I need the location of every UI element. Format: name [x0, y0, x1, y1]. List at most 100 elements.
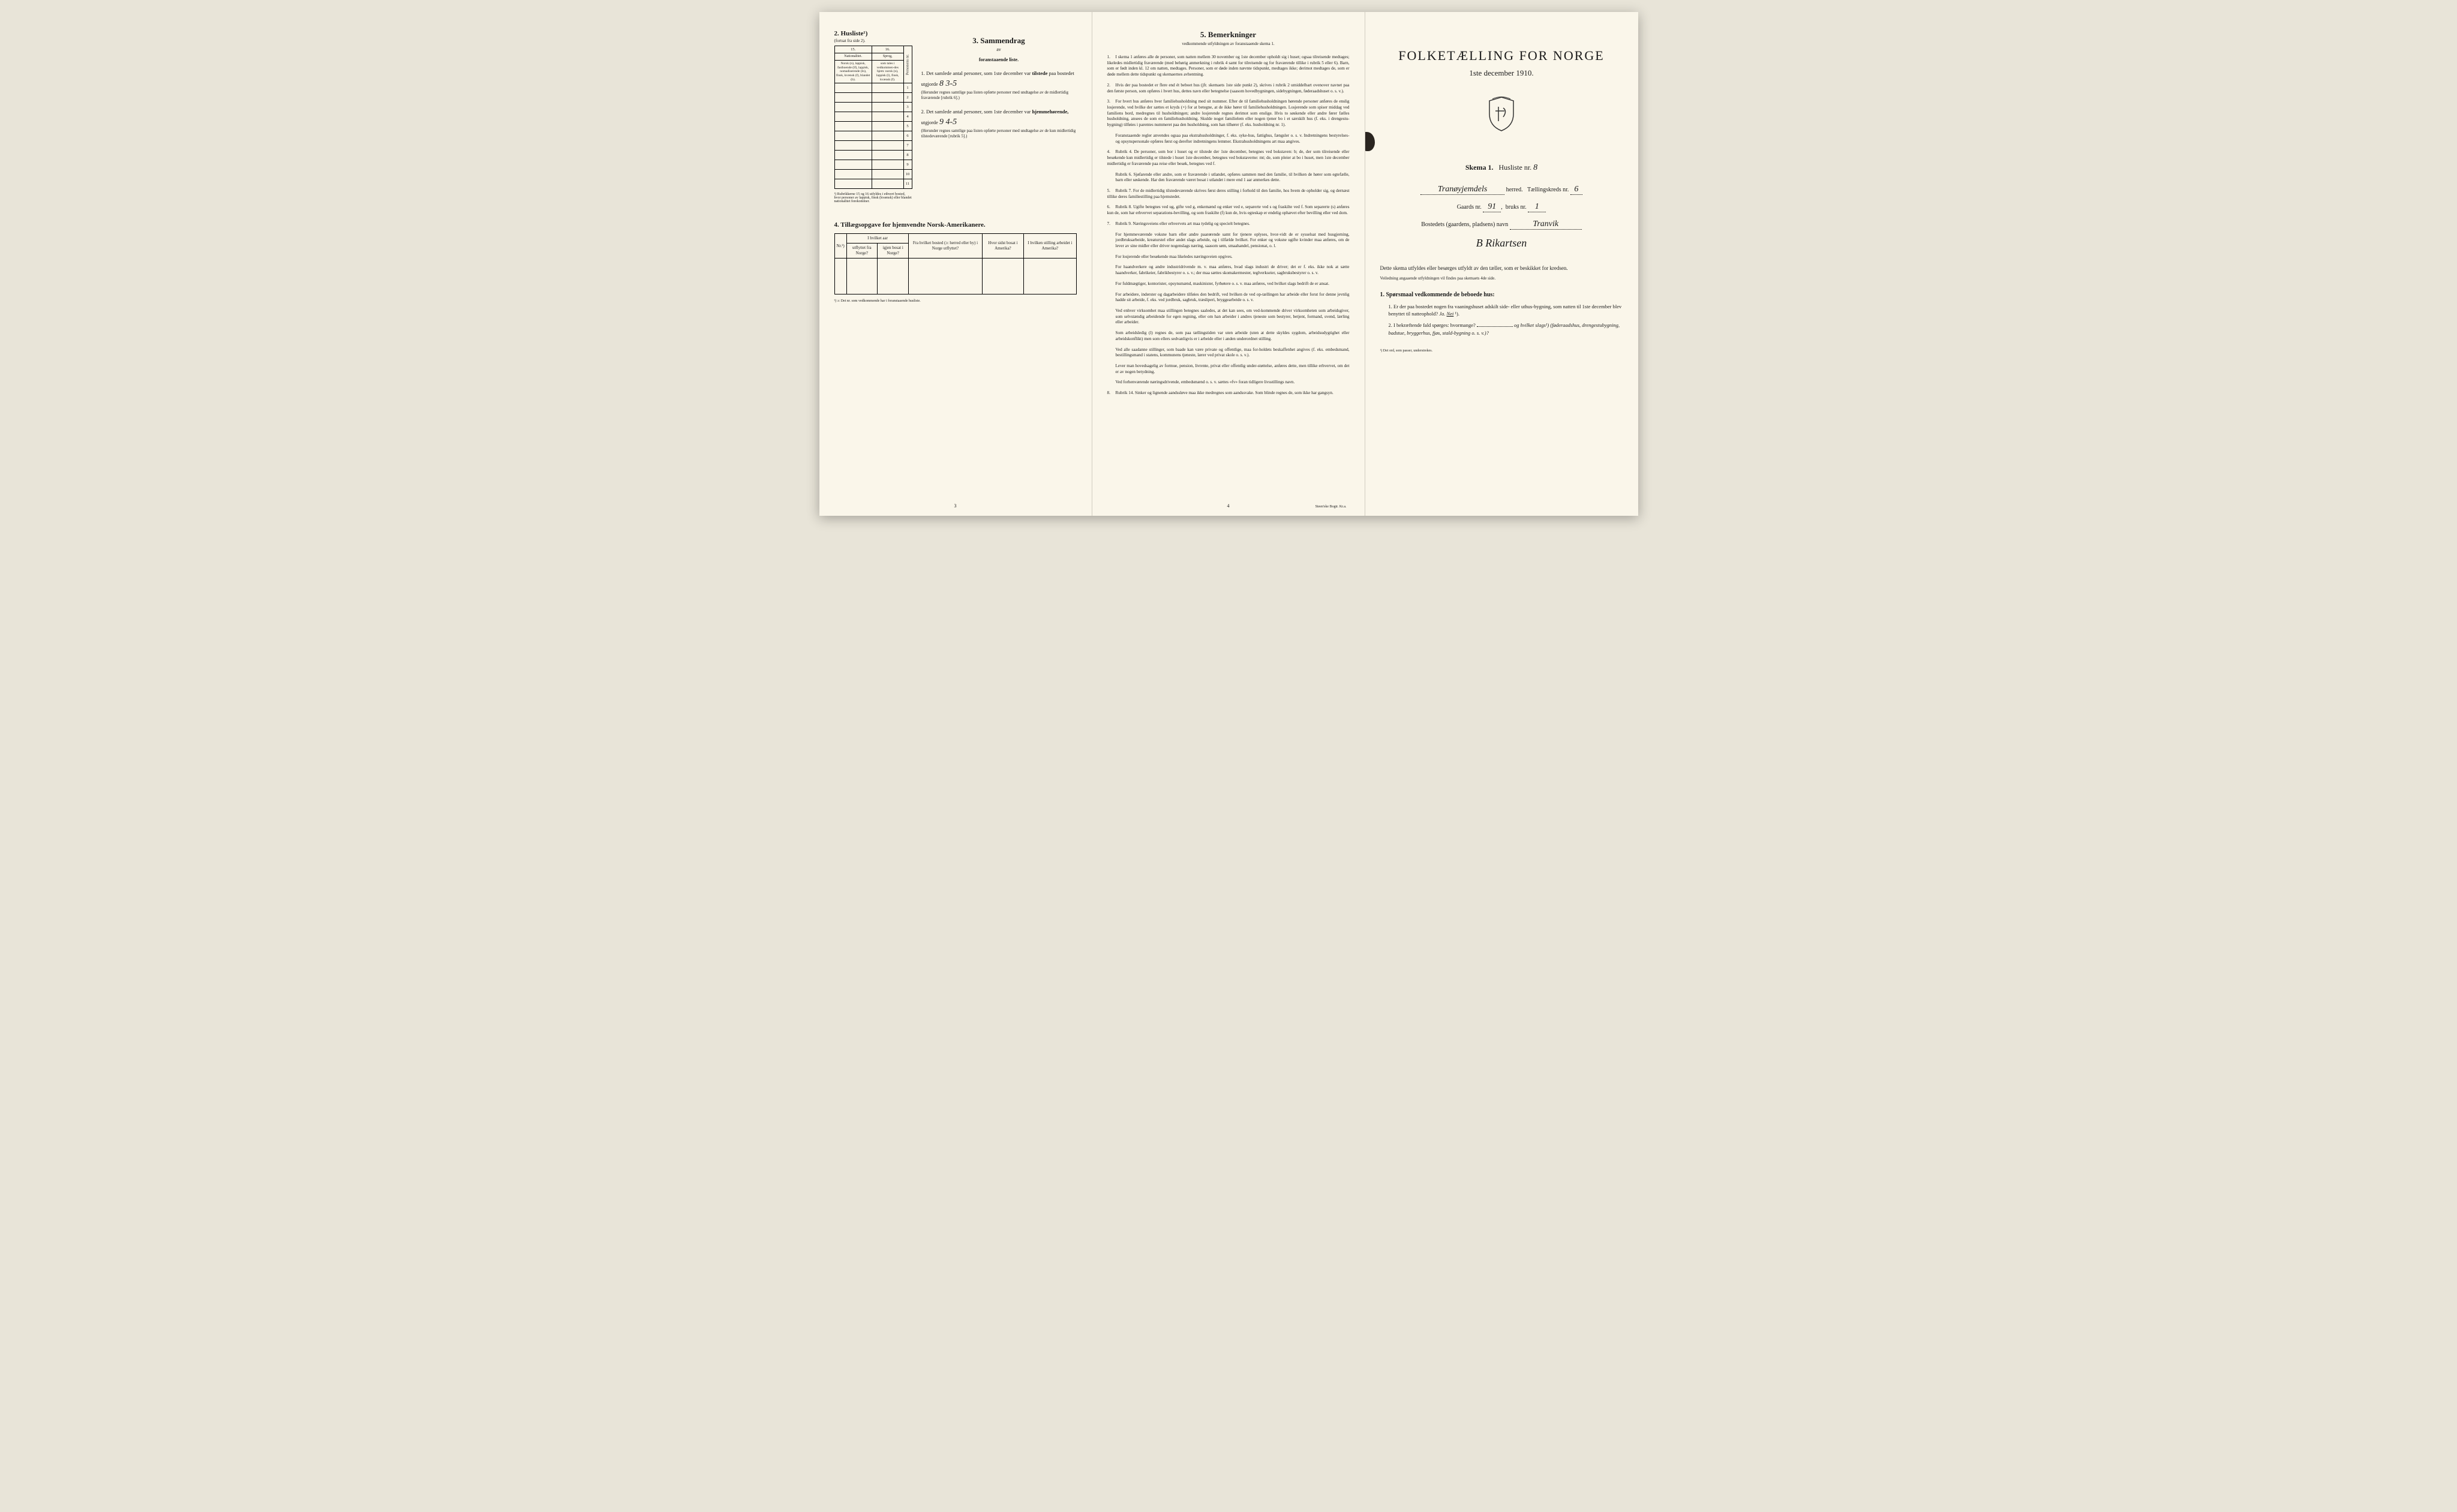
remark-extra: Ved forhenværende næringsdrivende, embed… — [1116, 380, 1350, 386]
q2-text: 2. I bekræftende fald spørges: hvormange… — [1389, 322, 1476, 328]
remark-item: 1.I skema 1 anføres alle de personer, so… — [1107, 55, 1350, 78]
col-group1: I hvilket aar — [846, 234, 909, 244]
section2-title: 2. Husliste¹) — [834, 30, 912, 37]
herred-label: herred. — [1506, 187, 1523, 193]
remark-item: 6.Rubrik 8. Ugifte betegnes ved ug, gift… — [1107, 205, 1350, 216]
remark-extra: Rubrik 6. Sjøfarende eller andre, som er… — [1116, 172, 1350, 184]
section3-title: 3. Sammendrag — [921, 36, 1077, 46]
gaards-nr: 91 — [1483, 202, 1501, 212]
remark-extra: For losjerende eller besøkende maa likel… — [1116, 254, 1350, 260]
desc-text-1: Dette skema utfyldes eller besørges utfy… — [1380, 264, 1623, 272]
q1-sup: ¹). — [1455, 311, 1459, 317]
bosted-line: Bostedets (gaardens, pladsens) navn Tran… — [1380, 220, 1623, 230]
nationality-header: Nationalitet. — [834, 53, 872, 61]
herred-line: Tranøyjemdels herred. Tællingskreds nr. … — [1380, 185, 1623, 195]
q1-text: 1. Er der paa bostedet nogen fra vaaning… — [1389, 303, 1622, 317]
section2-husliste: 2. Husliste¹) (fortsat fra side 2). 15. … — [834, 30, 912, 203]
col-utflyttet: utflyttet fra Norge? — [846, 244, 877, 258]
person-nr-col: Personens nr. — [903, 46, 912, 83]
coat-of-arms-icon — [1380, 96, 1623, 133]
table-row: 11 — [834, 179, 912, 189]
remark-item: 7.Rubrik 9. Næringsveiens eller erhverve… — [1107, 221, 1350, 227]
table-row: 10 — [834, 170, 912, 179]
col-igjen: igjen bosat i Norge? — [877, 244, 909, 258]
item2-fine: (Herunder regnes samtlige paa listen opf… — [921, 128, 1077, 139]
signature: B Rikartsen — [1380, 237, 1623, 250]
remark-extra: Lever man hovedsagelig av formue, pensio… — [1116, 363, 1350, 375]
herred-value: Tranøyjemdels — [1420, 185, 1504, 195]
remark-item: 4.Rubrik 4. De personer, som bor i huset… — [1107, 149, 1350, 167]
skema-line: Skema 1. Husliste nr. 8 — [1380, 163, 1623, 173]
bosted-label: Bostedets (gaardens, pladsens) navn — [1421, 221, 1508, 228]
table-row: 7 — [834, 141, 912, 151]
remark-item: 3.For hvert hus anføres hver familiehush… — [1107, 99, 1350, 128]
page-number-4: 4 — [1227, 503, 1230, 509]
item1-fine: (Herunder regnes samtlige paa listen opf… — [921, 90, 1077, 101]
col15-num: 15. — [834, 46, 872, 53]
husliste-label: Husliste nr. — [1499, 163, 1532, 172]
item2-value: 9 4-5 — [939, 118, 957, 127]
skema-label: Skema 1. — [1465, 163, 1494, 172]
q1-ja: Ja. — [1439, 311, 1445, 317]
upper-section: 2. Husliste¹) (fortsat fra side 2). 15. … — [834, 30, 1077, 203]
kreds-nr: 6 — [1570, 185, 1582, 195]
table-row: 8 — [834, 151, 912, 160]
kreds-label: Tællingskreds nr. — [1527, 187, 1569, 193]
col-stilling: I hvilken stilling arbeidet i Amerika? — [1024, 234, 1076, 258]
remark-item: 2.Hvis der paa bostedet er flere end ét … — [1107, 83, 1350, 94]
item1-value: 8 3-5 — [939, 79, 957, 88]
col-bosted: Fra hvilket bosted (ɔ: herred eller by) … — [909, 234, 982, 258]
page-number-3: 3 — [954, 503, 957, 509]
gaards-label: Gaards nr. — [1457, 204, 1482, 211]
bruks-label: bruks nr. — [1506, 204, 1527, 211]
question-header: 1. Spørsmaal vedkommende de beboede hus: — [1380, 291, 1623, 298]
summary-item1: 1. Det samlede antal personer, som 1ste … — [921, 70, 1077, 101]
table-row: 6 — [834, 131, 912, 141]
ink-blot — [1365, 132, 1375, 151]
page-middle: 5. Bemerkninger vedkommende utfyldningen… — [1092, 12, 1365, 516]
remarks-title: 5. Bemerkninger — [1107, 30, 1350, 40]
question-1: 1. Er der paa bostedet nogen fra vaaning… — [1389, 303, 1623, 318]
col-nr: Nr.²) — [834, 234, 846, 258]
desc-text-2: Veiledning angaaende utfyldningen vil fi… — [1380, 276, 1623, 281]
item1-bold: tilstede — [1032, 70, 1047, 76]
remark-extra: Ved enhver virksomhet maa stillingen bet… — [1116, 308, 1350, 326]
col-sidst: Hvor sidst bosat i Amerika? — [982, 234, 1024, 258]
remarks-subtitle: vedkommende utfyldningen av foranstaaend… — [1107, 41, 1350, 46]
remark-extra: Som arbeidsledig (l) regnes de, som paa … — [1116, 330, 1350, 342]
table4-row — [834, 258, 1076, 294]
item2-bold: hjemmehørende, — [1032, 109, 1068, 115]
sprog-header: Sprog, — [872, 53, 903, 61]
census-date: 1ste december 1910. — [1380, 68, 1623, 78]
section3-sub1: av — [921, 47, 1077, 52]
gaards-line: Gaards nr. 91, bruks nr. 1 — [1380, 202, 1623, 212]
q2-blank — [1477, 326, 1513, 327]
summary-item2: 2. Det samlede antal personer, som 1ste … — [921, 108, 1077, 139]
q1-nei: Nei — [1447, 311, 1454, 317]
main-title: FOLKETÆLLING FOR NORGE — [1380, 48, 1623, 64]
section4: 4. Tillægsopgave for hjemvendte Norsk-Am… — [834, 221, 1077, 303]
amerikanere-table: Nr.²) I hvilket aar Fra hvilket bosted (… — [834, 233, 1077, 294]
printer-credit: Steen'ske Bogtr. Kr.a. — [1315, 505, 1347, 509]
remark-item: 5.Rubrik 7. For de midlertidig tilstedev… — [1107, 188, 1350, 200]
section3-sub2: foranstaaende liste. — [921, 57, 1077, 62]
table-row: 9 — [834, 160, 912, 170]
husliste-nr: 8 — [1533, 163, 1537, 172]
table-row: 1 — [834, 83, 912, 93]
page3-footnote: ¹) Det ord, som passer, understrekes. — [1380, 349, 1623, 353]
nationality-desc: Norsk (n), lappisk, fastboende (lf), lap… — [834, 61, 872, 83]
remark-extra: Foranstaaende regler anvendes ogsaa paa … — [1116, 133, 1350, 145]
col16-num: 16. — [872, 46, 903, 53]
remark-extra: For hjemmeværende voksne barn eller andr… — [1116, 232, 1350, 250]
question-2: 2. I bekræftende fald spørges: hvormange… — [1389, 321, 1623, 337]
remark-extra: For haandverkere og andre industridriven… — [1116, 264, 1350, 276]
remarks-list: 1.I skema 1 anføres alle de personer, so… — [1107, 55, 1350, 396]
page-right: FOLKETÆLLING FOR NORGE 1ste december 191… — [1365, 12, 1638, 516]
item1-text: 1. Det samlede antal personer, som 1ste … — [921, 70, 1031, 76]
remark-item: 8.Rubrik 14. Sinker og lignende aandsslø… — [1107, 390, 1350, 396]
remark-extra: For arbeidere, inderster og dagarbeidere… — [1116, 292, 1350, 303]
table-row: 2 — [834, 93, 912, 103]
section4-title: 4. Tillægsopgave for hjemvendte Norsk-Am… — [834, 221, 1077, 229]
table-row: 5 — [834, 122, 912, 131]
section3-summary: 3. Sammendrag av foranstaaende liste. 1.… — [921, 30, 1077, 203]
